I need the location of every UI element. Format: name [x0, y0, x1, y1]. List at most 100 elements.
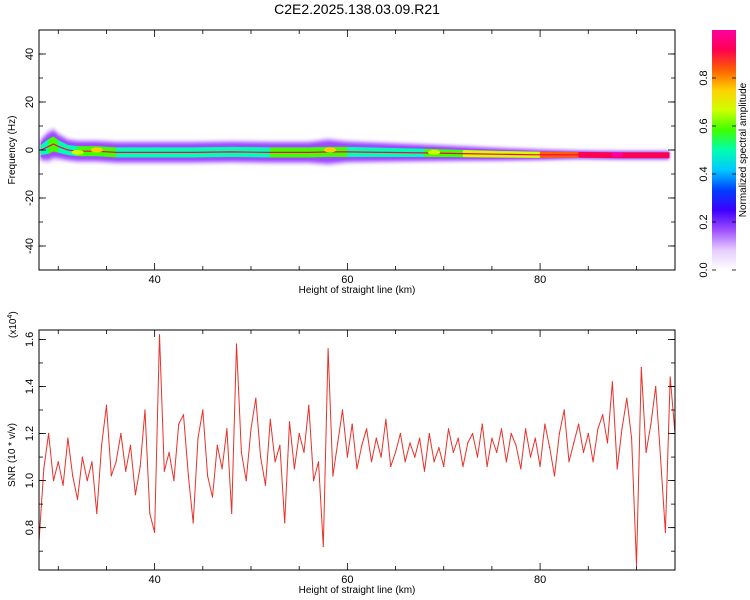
snr-data-point [626, 397, 628, 399]
snr-x-label: Height of straight line (km) [299, 585, 416, 596]
snr-data-point [375, 437, 377, 439]
snr-data-point [500, 428, 503, 430]
snr-data-point [115, 461, 117, 463]
spectrogram-y-tick-label: -20 [24, 190, 36, 206]
snr-data-point [366, 428, 368, 430]
snr-data-point [52, 480, 55, 482]
snr-data-point [149, 512, 151, 515]
spectrogram-hotspot [428, 149, 441, 155]
snr-data-point [419, 437, 421, 439]
snr-data-point [650, 423, 652, 425]
snr-data-point [125, 470, 127, 472]
snr-data-point [578, 423, 580, 425]
spectrogram-ridge-line [40, 143, 670, 156]
snr-data-point [539, 465, 541, 468]
snr-data-point [240, 451, 242, 453]
colorbar-label: Normalized spectral amplitude [738, 82, 749, 217]
figure-title: C2E2.2025.138.03.09.R21 [274, 1, 440, 17]
snr-data-point [390, 465, 392, 468]
snr-multiplier-close: ) [8, 311, 19, 314]
snr-data-point [327, 348, 329, 350]
snr-data-point [582, 451, 585, 453]
snr-data-point [173, 480, 175, 482]
snr-data-point [597, 428, 599, 430]
colorbar-tick-label: 0.4 [698, 166, 710, 181]
snr-data-point [385, 418, 387, 420]
snr-data-point [76, 498, 79, 500]
snr-data-point [105, 404, 108, 406]
snr-data-point [423, 470, 426, 472]
snr-data-point [447, 428, 450, 430]
snr-x-tick-label: 40 [149, 574, 161, 586]
spectrogram-hotspot [71, 149, 84, 155]
snr-data-point [529, 456, 532, 458]
spectrogram-y-label: Frequency (Hz) [7, 116, 18, 185]
snr-data-point [129, 444, 132, 446]
snr-data-point [207, 475, 209, 477]
snr-data-point [293, 468, 295, 470]
snr-data-point [549, 447, 551, 449]
snr-data-point [505, 461, 507, 463]
snr-data-point [303, 451, 305, 453]
snr-y-multiplier: (x104) [7, 311, 19, 338]
snr-data-point [525, 428, 527, 430]
snr-data-point [486, 465, 488, 468]
snr-data-point [467, 442, 469, 444]
spectrogram-x-tick-label: 80 [534, 274, 546, 286]
snr-data-point [510, 432, 512, 435]
snr-data-point [221, 468, 223, 470]
snr-data-point [370, 461, 373, 463]
spectrogram-x-label: Height of straight line (km) [299, 285, 416, 296]
snr-data-point [288, 421, 291, 423]
snr-data-point [553, 475, 556, 477]
snr-data-point [279, 444, 281, 446]
snr-data-point [409, 442, 411, 444]
snr-data-point [520, 468, 522, 470]
snr-data-point [438, 447, 440, 449]
snr-data-point [154, 531, 156, 534]
colorbar: 0.0 0.2 0.4 0.6 0.8 Normalized spectral ampl… [698, 30, 749, 278]
snr-data-point [659, 456, 662, 458]
snr-data-point [428, 432, 430, 435]
spectrogram-hotspot [611, 152, 624, 158]
snr-data-point [587, 432, 589, 435]
snr-data-point [380, 456, 382, 458]
snr-data-point [43, 468, 45, 470]
spectrogram-hotspot [90, 147, 103, 153]
snr-data-point [645, 451, 647, 453]
snr-data-point [134, 494, 136, 496]
snr-y-tick-label: 1.4 [24, 379, 36, 394]
spectrogram-image [40, 127, 670, 167]
snr-data-point [664, 531, 667, 534]
snr-data-point [346, 456, 348, 458]
colorbar-tick-label: 0.2 [698, 214, 710, 229]
snr-data-point [255, 397, 257, 399]
snr-data-point [476, 456, 479, 458]
colorbar-tick-label: 0.8 [698, 70, 710, 85]
snr-data-point [96, 512, 98, 515]
snr-data-point [433, 461, 435, 463]
colorbar-bar [712, 30, 736, 270]
snr-data-point [404, 461, 406, 463]
snr-data-point [616, 468, 618, 470]
snr-data-point [472, 432, 474, 435]
snr-multiplier-base: (x10 [8, 318, 19, 338]
snr-ticks: 40 60 80 0.8 1.0 1.2 1.4 1.6 [24, 330, 675, 586]
spectrogram-ticks: 40 60 80 -40 -20 0 20 40 [24, 29, 675, 286]
snr-data-point [202, 409, 204, 411]
snr-y-tick-label: 1.6 [24, 332, 36, 347]
snr-panel: 40 60 80 0.8 1.0 1.2 1.4 1.6 Height of straight… [7, 311, 676, 596]
snr-data-point [284, 522, 286, 524]
snr-data-point [139, 465, 141, 468]
snr-data-point [81, 456, 83, 458]
snr-data-point [602, 414, 604, 416]
snr-data-point [298, 432, 300, 435]
snr-data-point [322, 545, 324, 548]
snr-line-layer [39, 334, 675, 566]
spectrogram-x-tick-label: 60 [341, 274, 353, 286]
snr-background [39, 330, 675, 570]
snr-data-point [235, 343, 238, 345]
snr-data-point [443, 465, 445, 468]
spectrogram-y-tick-label: -40 [24, 238, 36, 254]
